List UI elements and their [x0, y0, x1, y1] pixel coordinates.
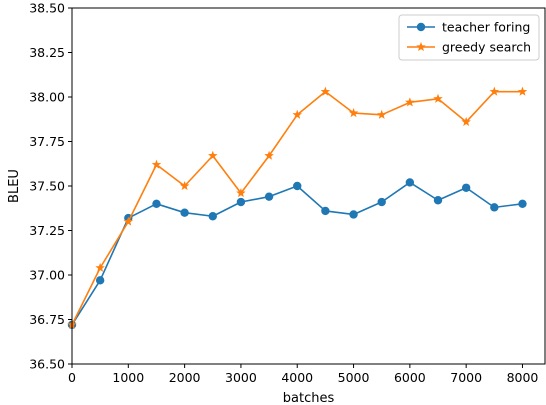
data-point — [208, 212, 217, 221]
data-point — [405, 178, 415, 187]
data-point — [208, 150, 218, 160]
y-tick-label: 36.75 — [29, 312, 65, 327]
x-tick-label: 3000 — [225, 370, 257, 385]
y-axis-label: BLEU — [7, 169, 22, 203]
data-point — [517, 86, 528, 96]
legend-label: greedy search — [442, 40, 531, 55]
series-line-2 — [71, 90, 523, 326]
data-point — [433, 93, 443, 103]
legend-label: teacher foring — [442, 20, 530, 35]
legend-marker — [416, 42, 426, 52]
x-tick-label: 5000 — [338, 370, 370, 385]
data-point — [349, 210, 358, 219]
y-tick-label: 37.50 — [29, 179, 65, 194]
data-point — [151, 159, 162, 169]
data-point — [179, 181, 190, 191]
y-axis: 36.50 36.75 37.00 37.25 37.50 37.75 38.00 38.25… — [29, 1, 72, 372]
x-tick-label: 0 — [68, 370, 76, 385]
y-tick-label: 37.00 — [29, 268, 65, 283]
data-point — [461, 116, 471, 126]
legend-marker — [416, 22, 426, 32]
data-point — [321, 206, 330, 216]
data-point — [348, 108, 359, 118]
data-point — [264, 192, 274, 201]
y-tick-label: 36.50 — [29, 357, 65, 372]
x-axis: 0 1000 2000 3000 4000 5000 6000 7000 8000 — [68, 364, 538, 385]
data-point — [461, 183, 471, 192]
data-point — [293, 181, 302, 191]
x-tick-label: 1000 — [112, 370, 144, 385]
data-point — [433, 196, 443, 205]
series-line-1 — [71, 181, 523, 326]
data-point — [405, 97, 415, 107]
data-point — [152, 199, 161, 208]
data-point — [236, 188, 246, 198]
y-tick-label: 38.50 — [29, 1, 65, 16]
y-tick-label: 38.25 — [29, 45, 65, 60]
data-point — [123, 216, 134, 226]
y-tick-label: 37.75 — [29, 134, 65, 149]
data-point — [490, 203, 499, 212]
data-point — [264, 150, 274, 160]
data-point — [518, 199, 527, 208]
y-tick-label: 38.00 — [29, 90, 65, 105]
x-axis-label: batches — [283, 391, 335, 405]
data-point — [95, 262, 105, 272]
x-tick-label: 8000 — [507, 370, 539, 385]
data-point — [95, 276, 105, 285]
x-tick-label: 4000 — [281, 370, 313, 385]
x-tick-label: 6000 — [394, 370, 426, 385]
data-point — [180, 208, 189, 217]
data-point — [377, 197, 386, 207]
plot-frame — [71, 7, 546, 365]
x-tick-label: 7000 — [450, 370, 482, 385]
data-point — [236, 197, 246, 207]
data-point — [376, 109, 387, 119]
data-point — [320, 86, 331, 96]
plot-marks — [67, 86, 528, 330]
legend: teacher foring greedy search — [398, 14, 540, 61]
y-tick-label: 37.25 — [29, 223, 65, 238]
x-tick-label: 2000 — [169, 370, 201, 385]
data-point — [489, 86, 500, 96]
data-point — [292, 109, 302, 119]
